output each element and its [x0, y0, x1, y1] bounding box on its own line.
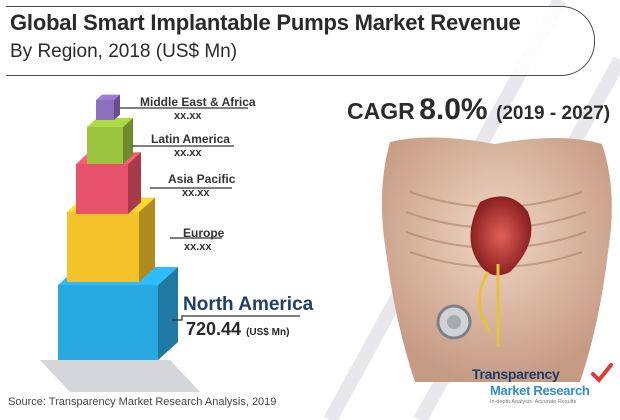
- label-europe: Europe: [183, 226, 225, 240]
- value-asia-pacific: xx.xx: [182, 187, 210, 199]
- cagr-value: 8.0%: [419, 93, 488, 126]
- cube-front-europe: [67, 212, 139, 282]
- leader-line-north-america: [172, 315, 300, 321]
- cagr-callout: CAGR 8.0% (2019 - 2027): [347, 93, 610, 127]
- cube-top-middle-east-africa: [96, 94, 120, 100]
- logo-name-line1: Transparency: [472, 366, 560, 382]
- logo-name-line2: Market Research: [490, 383, 590, 398]
- value-north-america-number: 720.44: [186, 319, 242, 339]
- tmr-logo: Transparency Market Research In-depth An…: [472, 363, 617, 416]
- label-north-america: North America: [183, 294, 314, 315]
- value-latin-america: xx.xx: [174, 147, 202, 159]
- heart-shape: [470, 196, 532, 276]
- title-box: [6, 6, 595, 76]
- implantable-pump-illustration: [381, 137, 612, 382]
- value-north-america: 720.44 (US$ Mn): [186, 319, 289, 340]
- label-middle-east-africa: Middle East & Africa: [140, 95, 256, 109]
- cube-front-middle-east-africa: [96, 100, 114, 120]
- value-europe: xx.xx: [184, 241, 212, 253]
- value-unit: (US$ Mn): [246, 327, 290, 338]
- logo-tagline: In-depth Analysis. Accurate Results: [490, 399, 577, 405]
- cube-front-latin-america: [87, 127, 123, 164]
- catheter-lines: [478, 264, 500, 347]
- cube-side-middle-east-africa: [114, 94, 120, 120]
- cube-side-europe: [139, 197, 155, 282]
- chart-title: Global Smart Implantable Pumps Market Re…: [10, 10, 521, 35]
- stack-shadow: [40, 360, 200, 392]
- cube-top-latin-america: [87, 118, 133, 127]
- value-middle-east-africa: xx.xx: [174, 110, 202, 122]
- label-asia-pacific: Asia Pacific: [168, 172, 236, 186]
- label-latin-america: Latin America: [151, 132, 230, 146]
- chart-subtitle: By Region, 2018 (US$ Mn): [10, 41, 238, 62]
- cube-front-asia-pacific: [76, 164, 128, 214]
- checkmark-icon: [591, 363, 613, 383]
- cagr-period: (2019 - 2027): [496, 103, 611, 124]
- cube-side-asia-pacific: [128, 152, 141, 214]
- pump-center: [447, 315, 461, 329]
- cagr-label: CAGR: [347, 98, 415, 124]
- source-note: Source: Transparency Market Research Ana…: [8, 396, 277, 408]
- cube-side-north-america: [158, 267, 178, 360]
- cube-front-north-america: [58, 285, 158, 360]
- cube-side-latin-america: [123, 118, 133, 164]
